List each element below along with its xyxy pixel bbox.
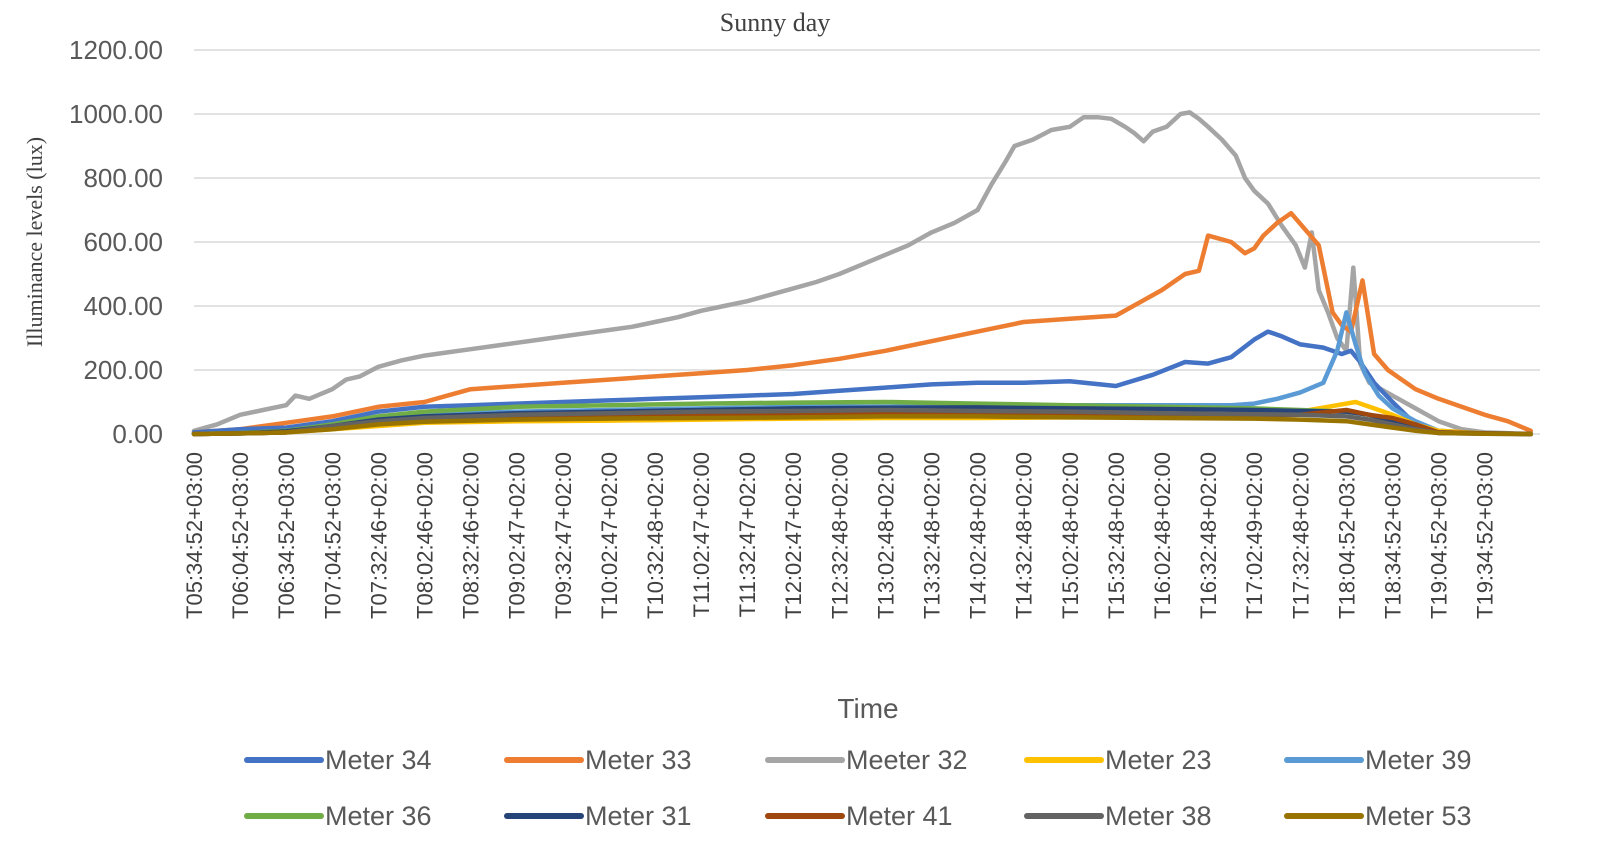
x-tick-label: T15:02:48+02:00 [1058,452,1083,619]
y-tick-label: 800.00 [83,163,163,193]
legend-entry: Meter 38 [1105,801,1212,831]
x-tick-label: T09:02:47+02:00 [505,452,530,619]
x-tick-label: T14:02:48+02:00 [966,452,991,619]
x-tick-label: T19:34:52+03:00 [1473,452,1498,619]
gridlines [194,49,1540,435]
series-line-meter-53 [191,414,1534,437]
series-line-meter-33 [191,210,1534,435]
chart-title: Sunny day [720,8,831,37]
legend-entry: Meter 31 [585,801,692,831]
y-tick-label: 400.00 [83,291,163,321]
x-tick-label: T08:02:46+02:00 [412,452,437,619]
legend-entry: Meter 36 [325,801,432,831]
y-tick-label: 600.00 [83,227,163,257]
series-line-meeter-32 [191,110,1534,437]
legend-entry: Meter 41 [846,801,953,831]
x-tick-label: T18:34:52+03:00 [1380,452,1405,619]
x-tick-label: T10:02:47+02:00 [597,452,622,619]
x-tick-label: T08:32:46+02:00 [459,452,484,619]
x-axis-ticks: T05:34:52+03:00 T06:04:52+03:00 T06:34:52+… [182,452,1498,619]
y-tick-label: 1000.00 [69,99,163,129]
x-tick-label: T11:02:47+02:00 [689,452,714,617]
y-axis-ticks: 0.00 200.00 400.00 600.00 800.00 1000.00 1200.… [69,35,163,449]
series-lines [191,110,1534,437]
x-tick-label: T11:32:47+02:00 [735,452,760,617]
x-tick-label: T19:04:52+03:00 [1427,452,1452,619]
legend-entry: Meter 23 [1105,745,1212,775]
legend-entry: Meter 39 [1365,745,1472,775]
y-tick-label: 200.00 [83,355,163,385]
x-tick-label: T07:04:52+03:00 [320,452,345,619]
legend-entry: Meter 53 [1365,801,1472,831]
legend-entry: Meter 34 [325,745,432,775]
x-tick-label: T12:32:48+02:00 [827,452,852,619]
x-tick-label: T16:02:48+02:00 [1150,452,1175,619]
x-tick-label: T17:32:48+02:00 [1288,452,1313,619]
series-line-meter-38 [191,407,1534,437]
x-axis-label: Time [837,693,898,724]
x-tick-label: T13:32:48+02:00 [920,452,945,619]
legend-entry: Meeter 32 [846,745,968,775]
x-tick-label: T06:04:52+03:00 [228,452,253,619]
series-line-meter-34 [191,329,1534,437]
x-tick-label: T09:32:47+02:00 [551,452,576,619]
x-tick-label: T13:02:48+02:00 [873,452,898,619]
x-tick-label: T17:02:49+02:00 [1242,452,1267,619]
x-tick-label: T10:32:48+02:00 [643,452,668,619]
y-axis-label: Illuminance levels (lux) [22,137,47,347]
legend: Meter 34 Meter 33 Meeter 32 Meter 23 Meter 3… [244,745,1472,831]
y-tick-label: 1200.00 [69,35,163,65]
x-tick-label: T18:04:52+03:00 [1334,452,1359,619]
x-tick-label: T05:34:52+03:00 [182,452,207,619]
x-tick-label: T06:34:52+03:00 [274,452,299,619]
x-tick-label: T07:32:46+02:00 [366,452,391,619]
legend-entry: Meter 33 [585,745,692,775]
y-tick-label: 0.00 [112,419,163,449]
x-tick-label: T16:32:48+02:00 [1196,452,1221,619]
x-tick-label: T15:32:48+02:00 [1104,452,1129,619]
x-tick-label: T12:02:47+02:00 [781,452,806,619]
x-tick-label: T14:32:48+02:00 [1012,452,1037,619]
